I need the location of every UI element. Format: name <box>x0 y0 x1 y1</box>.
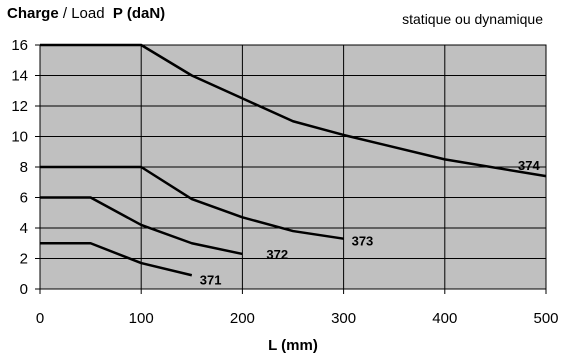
series-label-373: 373 <box>352 234 374 249</box>
y-tick-label: 10 <box>11 129 28 146</box>
y-tick-label: 14 <box>11 68 28 85</box>
y-tick-label: 8 <box>20 159 28 176</box>
y-tick-label: 6 <box>20 190 28 207</box>
series-label-374: 374 <box>518 158 540 173</box>
series-label-371: 371 <box>200 272 222 287</box>
tick-labels: 0 2 4 6 8 10 12 14 16 0 100 200 300 400 500 <box>11 37 558 327</box>
x-tick-label: 400 <box>432 310 457 327</box>
x-axis-label: L (mm) <box>268 337 318 354</box>
series-labels: 371 372 373 374 <box>200 158 541 287</box>
title-load: Load <box>71 5 105 22</box>
y-tick-label: 12 <box>11 98 28 115</box>
y-tick-label: 16 <box>11 37 28 54</box>
title-separator: / <box>58 5 72 22</box>
x-tick-label: 500 <box>533 310 558 327</box>
series-group <box>40 43 547 277</box>
series-line-374 <box>40 43 547 178</box>
title-symbol: P (daN) <box>112 5 166 22</box>
chart-title: Charge / Load P (daN) <box>7 5 165 22</box>
series-line-371 <box>40 242 193 277</box>
y-tick-label: 0 <box>20 281 28 298</box>
x-tick-label: 300 <box>331 310 356 327</box>
series-line-373 <box>40 165 344 240</box>
x-tick-label: 200 <box>230 310 255 327</box>
title-charge: Charge <box>7 5 59 22</box>
x-tick-label: 100 <box>129 310 154 327</box>
series-label-372: 372 <box>266 247 288 262</box>
x-tick-label: 0 <box>36 310 44 327</box>
y-tick-label: 2 <box>20 251 28 268</box>
series-line-372 <box>40 196 243 256</box>
chart-subtitle: statique ou dynamique <box>402 11 543 27</box>
y-tick-label: 4 <box>20 220 28 237</box>
